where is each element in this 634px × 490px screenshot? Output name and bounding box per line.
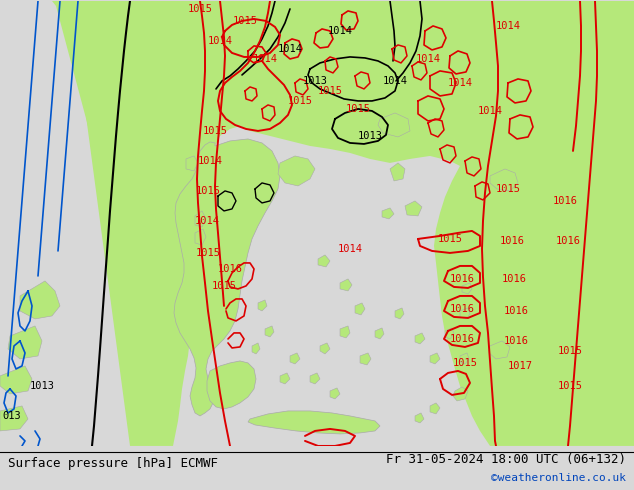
Text: 1014: 1014 xyxy=(252,54,278,64)
Polygon shape xyxy=(378,113,410,137)
Polygon shape xyxy=(430,353,440,364)
Polygon shape xyxy=(186,156,198,171)
Text: 1016: 1016 xyxy=(501,274,526,284)
Polygon shape xyxy=(252,343,260,354)
Text: 1014: 1014 xyxy=(328,26,353,36)
Text: 1016: 1016 xyxy=(503,306,529,316)
Text: 1014: 1014 xyxy=(278,44,302,54)
Polygon shape xyxy=(320,343,330,354)
Polygon shape xyxy=(340,279,352,291)
Polygon shape xyxy=(395,308,404,319)
Polygon shape xyxy=(390,163,405,181)
Text: 1016: 1016 xyxy=(217,264,242,274)
Text: 1015: 1015 xyxy=(195,248,221,258)
Polygon shape xyxy=(174,139,280,416)
Text: 1015: 1015 xyxy=(437,234,462,244)
Polygon shape xyxy=(490,169,518,191)
Polygon shape xyxy=(70,1,634,446)
Polygon shape xyxy=(0,406,28,431)
Polygon shape xyxy=(248,411,380,434)
Polygon shape xyxy=(0,366,32,394)
Text: 1014: 1014 xyxy=(207,36,233,46)
Polygon shape xyxy=(318,255,330,267)
Polygon shape xyxy=(330,388,340,399)
Text: 1014: 1014 xyxy=(496,21,521,31)
Polygon shape xyxy=(375,328,384,339)
Text: 1016: 1016 xyxy=(500,236,524,246)
Polygon shape xyxy=(278,156,315,186)
Text: 1016: 1016 xyxy=(450,334,474,344)
Polygon shape xyxy=(290,353,300,364)
Polygon shape xyxy=(195,229,206,245)
Text: 1016: 1016 xyxy=(450,274,474,284)
Text: ©weatheronline.co.uk: ©weatheronline.co.uk xyxy=(491,473,626,483)
Polygon shape xyxy=(462,283,472,294)
Polygon shape xyxy=(460,353,469,364)
Text: 1014: 1014 xyxy=(382,76,408,86)
Text: 1016: 1016 xyxy=(555,236,581,246)
Text: 1015: 1015 xyxy=(233,16,257,26)
Text: 1017: 1017 xyxy=(507,361,533,371)
Text: 1015: 1015 xyxy=(318,86,342,96)
Polygon shape xyxy=(434,1,634,446)
Polygon shape xyxy=(20,281,60,319)
Polygon shape xyxy=(265,326,274,337)
Text: 1013: 1013 xyxy=(302,76,328,86)
Polygon shape xyxy=(405,201,422,216)
Text: 1015: 1015 xyxy=(287,96,313,106)
Text: 1014: 1014 xyxy=(448,78,472,88)
Text: 1015: 1015 xyxy=(453,358,477,368)
Text: 1015: 1015 xyxy=(496,184,521,194)
Text: 1016: 1016 xyxy=(552,196,578,206)
Text: 013: 013 xyxy=(3,411,22,421)
Text: 1015: 1015 xyxy=(557,381,583,391)
Polygon shape xyxy=(460,308,470,319)
Polygon shape xyxy=(310,373,320,384)
Text: 1015: 1015 xyxy=(195,186,221,196)
Text: 1014: 1014 xyxy=(477,106,503,116)
Polygon shape xyxy=(360,353,371,365)
Text: 1015: 1015 xyxy=(212,281,236,291)
Polygon shape xyxy=(445,328,454,339)
Polygon shape xyxy=(195,211,206,227)
Polygon shape xyxy=(355,303,365,315)
Text: 1014: 1014 xyxy=(415,54,441,64)
Text: 1013: 1013 xyxy=(30,381,55,391)
Text: Fr 31-05-2024 18:00 UTC (06+132): Fr 31-05-2024 18:00 UTC (06+132) xyxy=(386,453,626,466)
Text: 1014: 1014 xyxy=(337,244,363,254)
Polygon shape xyxy=(207,361,256,409)
Text: Surface pressure [hPa] ECMWF: Surface pressure [hPa] ECMWF xyxy=(8,458,218,470)
Text: 1014: 1014 xyxy=(195,216,219,226)
Polygon shape xyxy=(430,403,440,414)
Polygon shape xyxy=(8,326,42,359)
Polygon shape xyxy=(453,387,468,401)
Text: 1015: 1015 xyxy=(346,104,370,114)
Polygon shape xyxy=(489,341,510,359)
Polygon shape xyxy=(415,333,425,344)
Text: 1015: 1015 xyxy=(202,126,228,136)
Polygon shape xyxy=(258,300,267,311)
Text: 1014: 1014 xyxy=(198,156,223,166)
Polygon shape xyxy=(280,373,290,384)
Text: 1016: 1016 xyxy=(450,304,474,314)
Text: 1015: 1015 xyxy=(557,346,583,356)
Text: 1016: 1016 xyxy=(503,336,529,346)
Text: 1013: 1013 xyxy=(358,131,382,141)
Polygon shape xyxy=(52,1,170,261)
Polygon shape xyxy=(382,208,394,219)
Polygon shape xyxy=(415,413,424,423)
Polygon shape xyxy=(340,326,350,338)
Text: 1015: 1015 xyxy=(188,4,212,14)
